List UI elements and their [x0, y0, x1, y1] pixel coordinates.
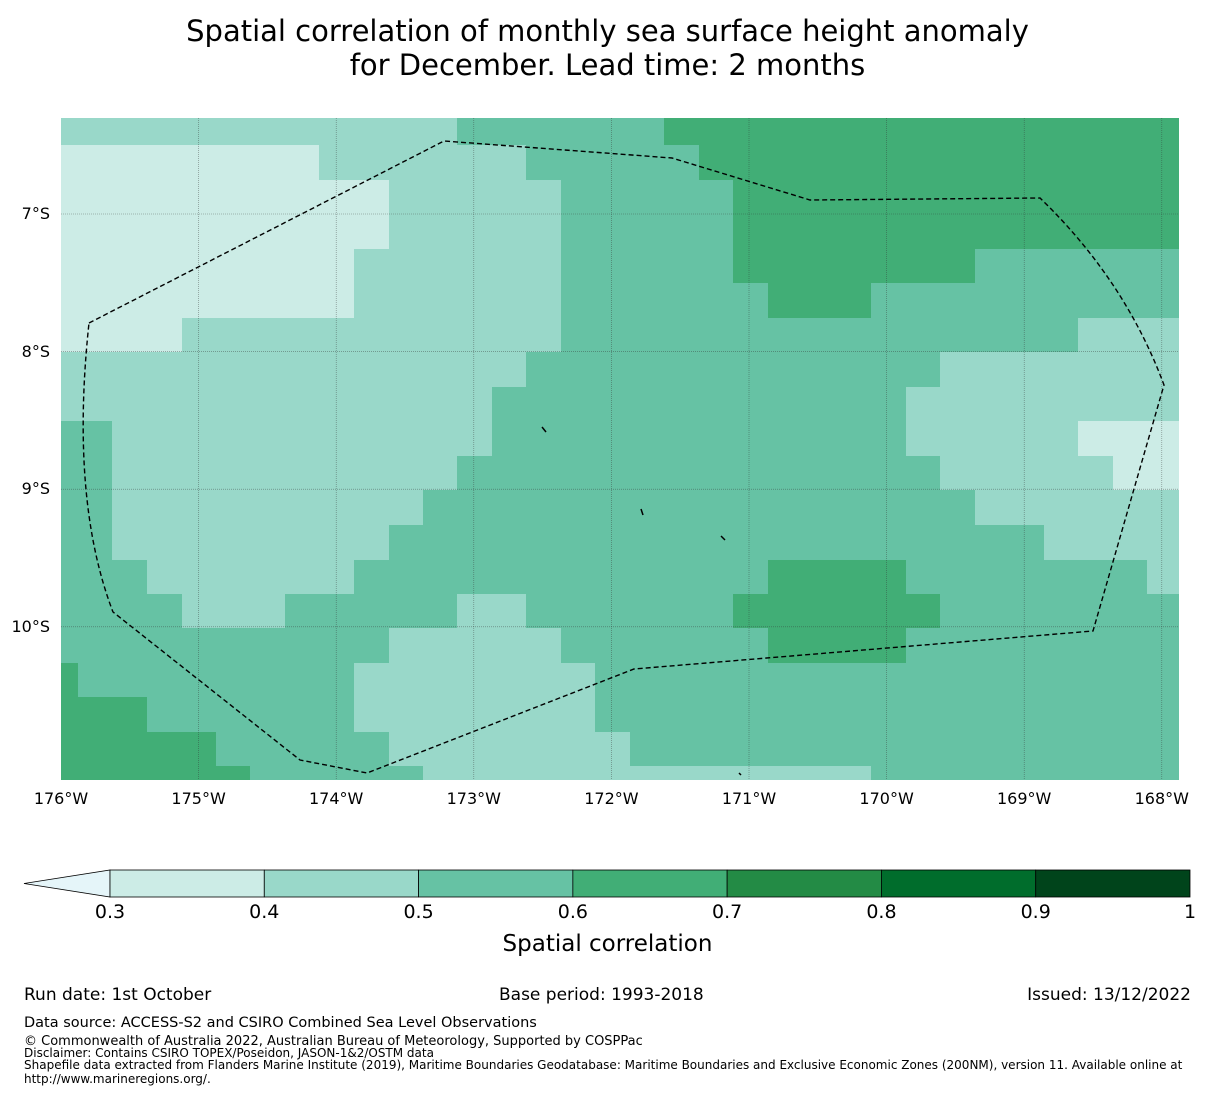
- field-region-060-northeast: [664, 118, 1179, 318]
- colorbar-tick-label: 0.6: [557, 901, 588, 923]
- lat-tick-label: 9°S: [21, 479, 50, 499]
- lon-tick-label: 172°W: [584, 789, 639, 808]
- island-markers: [541, 426, 742, 776]
- lat-tick-label: 7°S: [21, 204, 50, 223]
- colorbar-segment: [881, 869, 1037, 898]
- copyright-notice: © Commonwealth of Australia 2022, Austra…: [24, 1034, 643, 1049]
- lat-tick-label: 10°S: [11, 616, 50, 636]
- lon-tick-label: 174°W: [309, 789, 364, 808]
- colorbar-tick-label: 0.3: [94, 901, 126, 923]
- colorbar-tick-label: 0.5: [403, 901, 434, 923]
- base-period: Base period: 1993-2018: [499, 985, 704, 1005]
- lon-tick-label: 170°W: [859, 789, 914, 808]
- colorbar: [23, 869, 1191, 898]
- colorbar-segment: [263, 869, 419, 898]
- lon-tick-label: 169°W: [997, 789, 1052, 808]
- eez-boundary: [82, 140, 1165, 774]
- field-region-060-southcentral: [733, 560, 940, 663]
- lon-tick-label: 168°W: [1134, 789, 1189, 808]
- data-source: Data source: ACCESS-S2 and CSIRO Combine…: [24, 1015, 537, 1031]
- colorbar-tick-label: 0.8: [866, 901, 897, 923]
- island-marker: [720, 535, 726, 541]
- colorbar-tick-label: 0.9: [1020, 901, 1051, 923]
- island-marker: [640, 508, 644, 516]
- issued-date: Issued: 13/12/2022: [1027, 985, 1191, 1005]
- field-region-040-south: [354, 628, 871, 780]
- lat-tick-label: 8°S: [21, 341, 50, 361]
- colorbar-segment: [1035, 869, 1191, 898]
- lon-tick-label: 175°W: [171, 789, 226, 808]
- field-region-030-northwest: [61, 145, 389, 352]
- lon-tick-label: 173°W: [446, 789, 501, 808]
- island-marker: [541, 426, 547, 433]
- island-marker: [738, 772, 742, 776]
- map-gridlines: [61, 118, 1179, 780]
- colorbar-segment: [418, 869, 574, 898]
- colorbar-tick-label: 0.7: [712, 901, 743, 923]
- chart-title-line1: Spatial correlation of monthly sea surfa…: [186, 14, 1029, 48]
- chart-title: Spatial correlation of monthly sea surfa…: [0, 14, 1215, 82]
- colorbar-title: Spatial correlation: [502, 931, 713, 957]
- field-region-040-east: [906, 318, 1179, 594]
- field-region-060-southwest: [61, 663, 250, 780]
- shapefile-url: http://www.marineregions.org/.: [24, 1072, 211, 1086]
- field-region-040-southpatch: [457, 594, 526, 628]
- map-field: [61, 118, 1179, 780]
- colorbar-segment: [109, 869, 265, 898]
- disclaimer: Disclaimer: Contains CSIRO TOPEX/Poseido…: [24, 1046, 434, 1060]
- lon-tick-label: 171°W: [721, 789, 777, 808]
- colorbar-segment: [572, 869, 728, 898]
- run-date: Run date: 1st October: [24, 985, 212, 1005]
- chart-title-line2: for December. Lead time: 2 months: [349, 48, 866, 82]
- field-region-030-east: [1078, 421, 1179, 490]
- lon-tick-label: 176°W: [33, 789, 89, 808]
- colorbar-segment: [726, 869, 882, 898]
- colorbar-tick-label: 1: [1183, 901, 1197, 923]
- shapefile-credit: Shapefile data extracted from Flanders M…: [24, 1058, 1183, 1072]
- colorbar-extend-arrow: [23, 869, 111, 898]
- colorbar-tick-label: 0.4: [249, 901, 280, 923]
